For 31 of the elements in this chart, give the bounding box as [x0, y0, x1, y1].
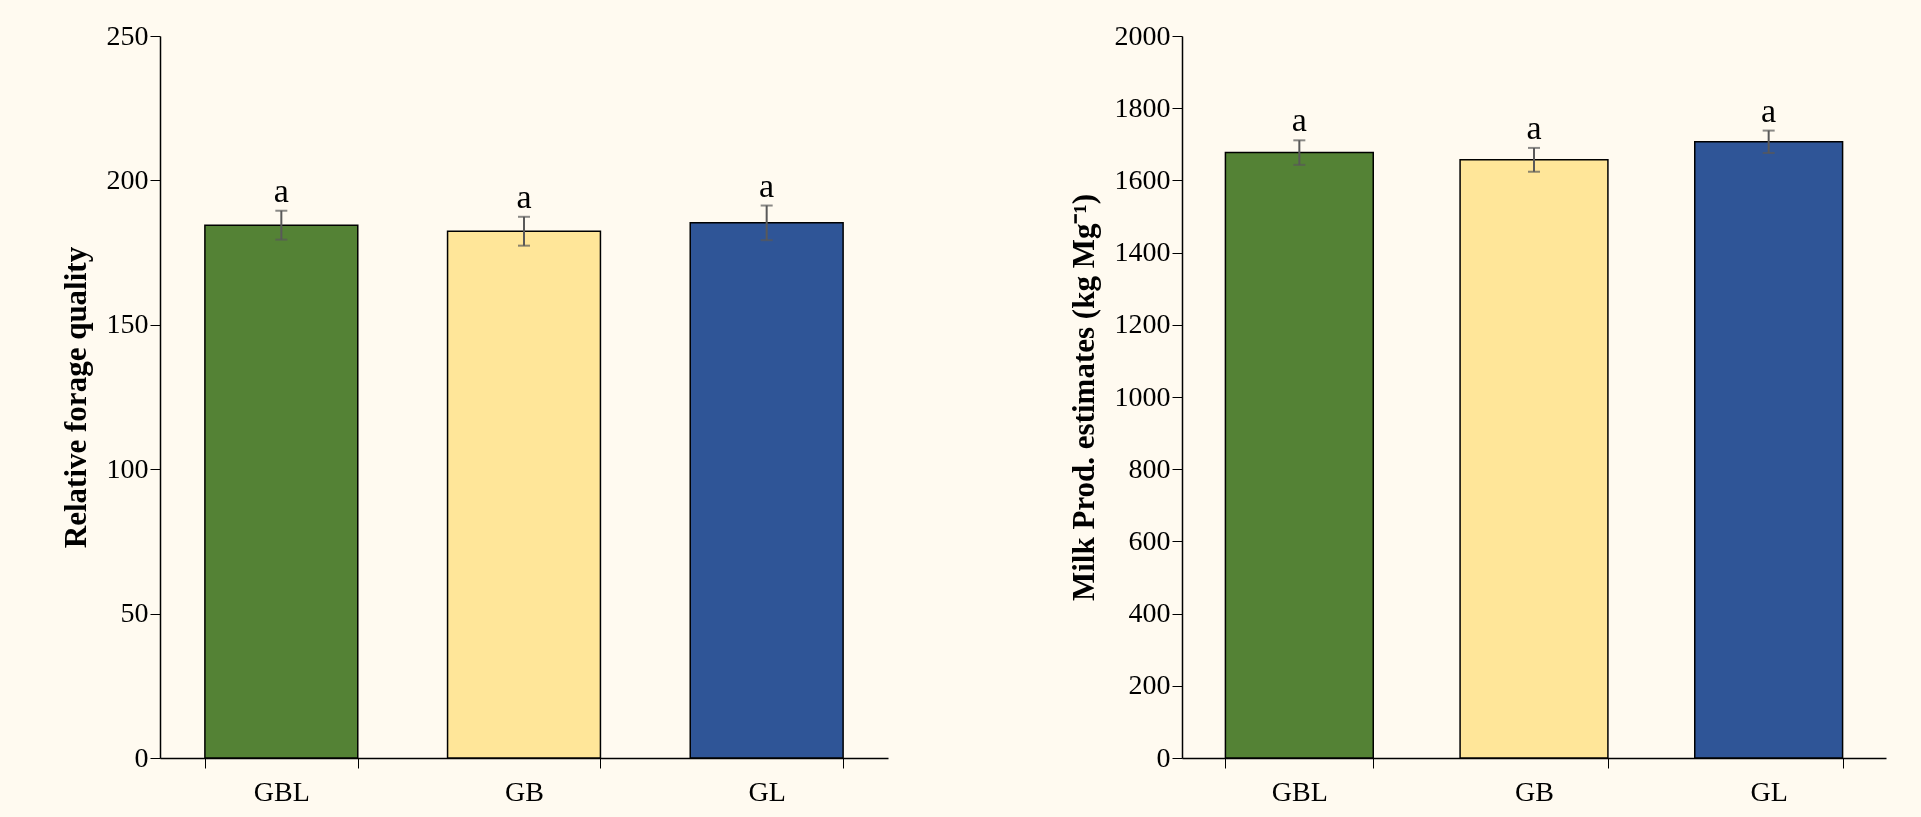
annotation: a	[1526, 108, 1542, 146]
y-tick-label: 2000	[1114, 19, 1171, 51]
y-tick-label: 800	[1128, 452, 1171, 484]
y-tick-label: 100	[106, 452, 149, 484]
y-tick-label: 0	[134, 741, 149, 773]
x-tick-label: GB	[1515, 775, 1554, 807]
x-tick-label: GL	[748, 775, 786, 807]
y-tick-label: 150	[106, 308, 149, 340]
y-tick-label: 50	[120, 597, 149, 629]
y-tick-label: 250	[106, 19, 149, 51]
x-tick-label: GBL	[1271, 775, 1328, 807]
y-tick-label: 0	[1156, 741, 1171, 773]
x-tick-label: GBL	[253, 775, 310, 807]
y-tick-label: 600	[1128, 524, 1171, 556]
annotation: a	[273, 171, 289, 209]
annotation: a	[516, 177, 532, 215]
annotation: a	[1761, 91, 1777, 129]
annotation: a	[759, 166, 775, 204]
y-tick-label: 1800	[1114, 91, 1171, 123]
y-tick-label: 200	[1128, 669, 1171, 701]
y-tick-label: 400	[1128, 597, 1171, 629]
x-tick-label: GB	[505, 775, 544, 807]
annotation: a	[1291, 101, 1307, 139]
y-tick-label: 1000	[1114, 380, 1171, 412]
x-tick-label: GL	[1750, 775, 1788, 807]
y-axis-title: Milk Prod. estimates (kg Mg⁻¹)	[1065, 193, 1101, 602]
y-axis-title: Relative forage quality	[57, 246, 93, 549]
y-tick-label: 1200	[1114, 308, 1171, 340]
y-tick-label: 1400	[1114, 236, 1171, 268]
y-tick-label: 200	[106, 163, 149, 195]
y-tick-label: 1600	[1114, 163, 1171, 195]
